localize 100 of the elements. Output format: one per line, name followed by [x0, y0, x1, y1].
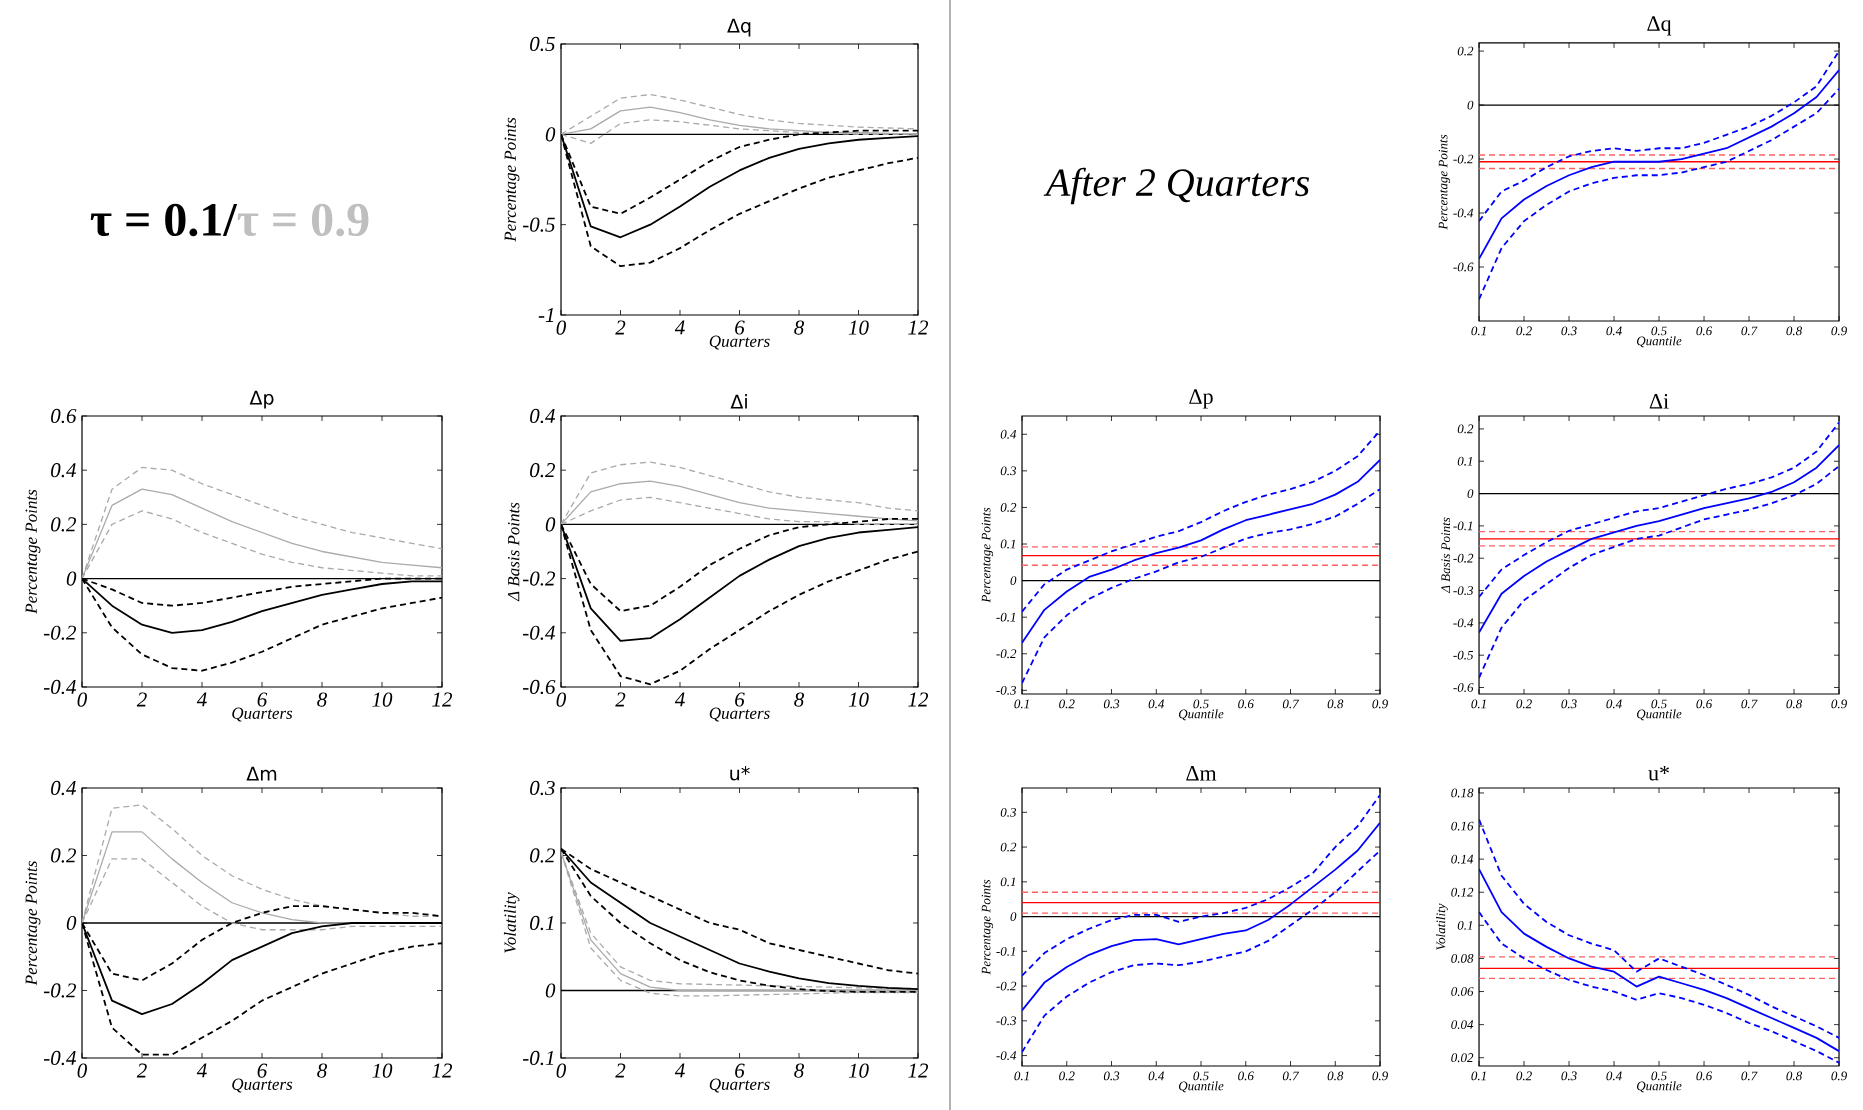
y-tick-label: -0.4	[996, 1051, 1017, 1060]
x-tick-label: 12	[908, 1063, 929, 1078]
y-tick-label: 0.1	[1000, 877, 1016, 887]
x-axis-title: Quantile	[1637, 336, 1682, 348]
y-tick-label: 0.04	[1451, 1020, 1474, 1030]
y-tick-label: -0.2	[996, 649, 1017, 659]
x-tick-label: 8	[794, 692, 805, 707]
y-tick-label: 0.2	[1457, 424, 1474, 434]
x-tick-label: 0	[556, 1063, 566, 1078]
chart-title: Δp	[1189, 389, 1213, 409]
y-tick-label: -0.5	[523, 217, 555, 232]
x-tick-label: 0.6	[1238, 1071, 1254, 1081]
y-tick-label: -0.1	[523, 1050, 554, 1066]
x-tick-label: 4	[196, 1063, 207, 1078]
y-tick-label: 0.2	[51, 848, 77, 863]
x-tick-label: 2	[136, 1063, 147, 1078]
y-tick-label: -0.3	[996, 685, 1017, 695]
chart-title: Δi	[730, 394, 747, 409]
x-tick-label: 10	[848, 1063, 869, 1078]
y-axis-title: Δ Basis Points	[507, 502, 520, 602]
x-tick-label: 0.9	[1831, 699, 1847, 709]
x-tick-label: 0.3	[1103, 1071, 1120, 1081]
text: τ = 0.9	[237, 203, 369, 237]
x-tick-label: 0.7	[1282, 1071, 1300, 1081]
x-tick-label: 0.8	[1327, 699, 1344, 709]
x-tick-label: 0	[556, 320, 566, 335]
x-tick-label: 0.8	[1786, 699, 1803, 709]
y-tick-label: 0	[545, 127, 556, 142]
y-tick-label: -0.2	[523, 571, 556, 586]
x-tick-label: 0.5	[1193, 1071, 1209, 1081]
x-tick-label: 0	[77, 1063, 87, 1078]
x-tick-label: 2	[615, 320, 626, 335]
x-tick-label: 8	[317, 1063, 328, 1078]
x-tick-label: 0.3	[1561, 326, 1577, 336]
x-tick-label: 0.2	[1516, 326, 1532, 336]
y-tick-label: -0.4	[44, 1050, 77, 1066]
text: τ = 0.1/	[90, 203, 238, 237]
x-tick-label: 4	[674, 1063, 685, 1078]
y-tick-label: 0.2	[1000, 842, 1017, 852]
x-tick-label: 0.2	[1516, 699, 1532, 709]
x-tick-label: 2	[615, 692, 626, 707]
y-tick-label: -0.1	[996, 612, 1016, 622]
chart-title: Δq	[727, 18, 751, 37]
x-axis-title: Quantile	[1637, 709, 1682, 721]
x-tick-label: 10	[372, 692, 393, 707]
x-tick-label: 12	[908, 692, 929, 707]
x-tick-label: 12	[432, 692, 453, 707]
x-tick-label: 6	[735, 320, 745, 335]
x-tick-label: 6	[257, 1063, 268, 1078]
y-tick-label: -0.3	[1453, 586, 1474, 595]
y-tick-label: 0.4	[51, 463, 77, 478]
y-tick-label: 0.2	[530, 848, 556, 863]
x-tick-label: 0.9	[1831, 1071, 1847, 1081]
y-tick-label: 0	[66, 571, 77, 586]
x-tick-label: 0.5	[1651, 326, 1667, 336]
x-tick-label: 6	[257, 692, 268, 707]
x-axis-title: Quantile	[1637, 1081, 1682, 1093]
chart-title: u*	[730, 766, 750, 781]
y-tick-label: -0.1	[1453, 521, 1473, 531]
x-tick-label: 2	[136, 692, 147, 707]
y-axis-title: Percentage Points	[504, 117, 520, 242]
x-axis-title: Quantile	[1179, 1081, 1224, 1093]
x-tick-label: 0.4	[1606, 326, 1622, 336]
x-tick-label: 10	[848, 692, 869, 707]
y-axis-title: Percentage Points	[981, 507, 994, 603]
x-tick-label: 6	[735, 692, 745, 707]
y-tick-label: -0.6	[1453, 683, 1474, 692]
x-tick-label: 0.6	[1696, 1071, 1713, 1081]
y-tick-label: -0.2	[1453, 154, 1474, 164]
y-tick-label: 0.5	[530, 36, 555, 52]
x-tick-label: 0.3	[1103, 699, 1120, 709]
y-axis-title: Volatility	[503, 892, 520, 953]
y-tick-label: -0.2	[44, 983, 77, 998]
chart-title: Δi	[1649, 393, 1669, 409]
y-axis-title: Percentage Points	[25, 861, 41, 986]
x-tick-label: 0.6	[1696, 326, 1713, 336]
y-tick-label: 0.2	[1000, 503, 1017, 512]
y-tick-label: 0	[1010, 912, 1017, 921]
x-tick-label: 8	[317, 692, 328, 707]
y-tick-label: 0	[66, 915, 77, 931]
x-tick-label: 0.2	[1059, 1071, 1075, 1081]
y-tick-label: -0.5	[1453, 650, 1474, 660]
x-axis-title: Quarters	[709, 1078, 770, 1093]
x-tick-label: 0.8	[1786, 1071, 1803, 1081]
x-axis-title: Quantile	[1179, 709, 1224, 721]
y-tick-label: 0.4	[530, 408, 556, 424]
chart-title: Δm	[246, 766, 277, 781]
x-tick-label: 0.4	[1606, 699, 1622, 709]
y-tick-label: 0.1	[1457, 456, 1473, 466]
x-tick-label: 0.8	[1327, 1071, 1344, 1081]
chart-title: u*	[1648, 765, 1669, 781]
x-tick-label: 0.7	[1282, 699, 1300, 709]
x-tick-label: 8	[794, 320, 805, 335]
x-tick-label: 0.4	[1148, 1071, 1165, 1081]
y-tick-label: 0	[1010, 576, 1017, 585]
y-tick-label: 0	[545, 983, 556, 998]
x-tick-label: 0.2	[1059, 699, 1075, 709]
x-tick-label: 0.5	[1651, 699, 1667, 709]
y-tick-label: -0.4	[1453, 208, 1474, 218]
x-tick-label: 0.4	[1148, 699, 1165, 709]
